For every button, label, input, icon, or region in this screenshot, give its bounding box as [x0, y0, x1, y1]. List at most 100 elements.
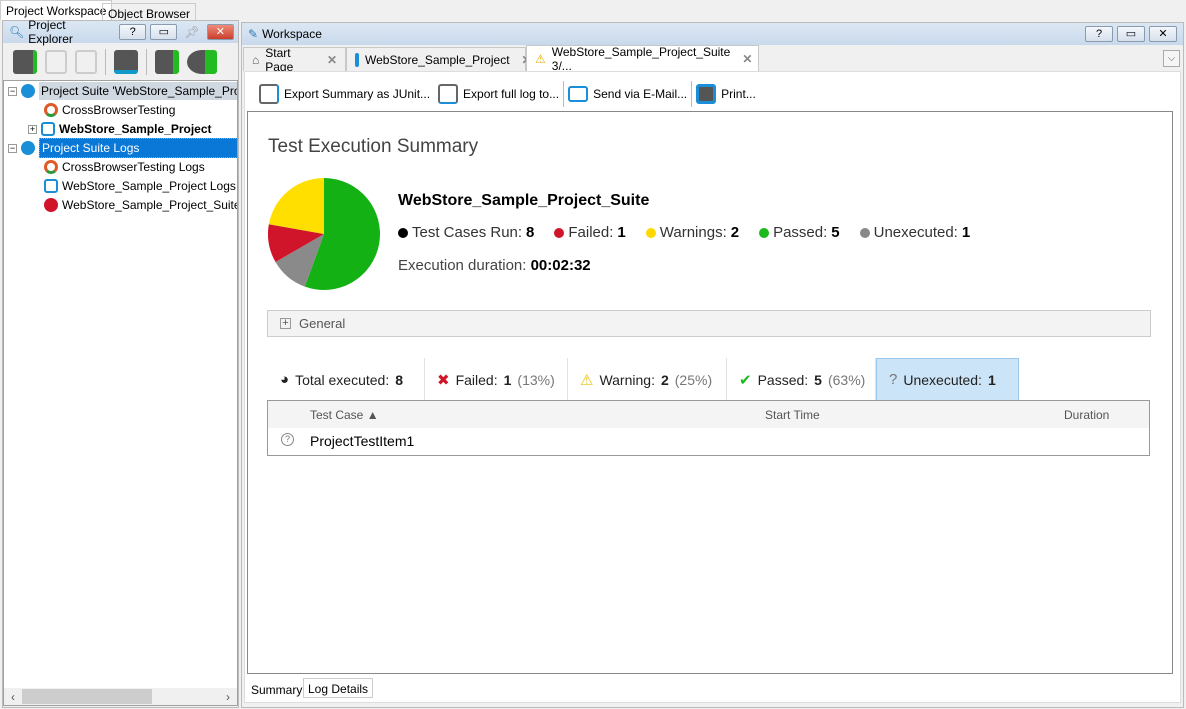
column-start-time[interactable]: Start Time — [765, 408, 820, 422]
home-icon: ⌂ — [252, 52, 260, 67]
crossbrowser-log-icon — [44, 160, 58, 174]
filter-value: 2 — [660, 371, 669, 388]
unexecuted-icon: ? — [889, 371, 898, 388]
log-toolbar: Export Summary as JUnit... Export full l… — [255, 80, 760, 108]
filter-tab-totalexecuted[interactable]: ◕ Total executed: 8 — [268, 358, 425, 401]
tree-node-project-suite[interactable]: − Project Suite 'WebStore_Sample_Project — [8, 82, 237, 100]
column-duration[interactable]: Duration — [1064, 408, 1110, 422]
tree-node-project[interactable]: + WebStore_Sample_Project — [28, 122, 212, 136]
stat-value: 1 — [617, 224, 626, 241]
export-icon — [259, 84, 279, 104]
tree-label: CrossBrowserTesting Logs — [62, 160, 205, 174]
unexecuted-icon: ? — [281, 433, 294, 446]
close-tab-icon[interactable]: ✕ — [742, 52, 753, 66]
export-junit-button[interactable]: Export Summary as JUnit... — [255, 80, 434, 108]
stat-value: 8 — [526, 224, 535, 241]
tree-node-project-logs[interactable]: WebStore_Sample_Project Logs — [44, 177, 236, 195]
add-existing-icon[interactable] — [75, 50, 97, 74]
button-label: Send via E-Mail... — [593, 87, 688, 101]
tab-start-page[interactable]: ⌂ Start Page ✕ — [243, 46, 346, 74]
run-project-icon[interactable] — [155, 50, 179, 74]
properties-icon[interactable] — [114, 50, 138, 74]
tab-label: WebStore_Sample_Project — [365, 52, 510, 67]
horizontal-scrollbar[interactable]: ‹ › — [4, 688, 237, 705]
general-section[interactable]: + General — [267, 310, 1151, 337]
send-email-button[interactable]: Send via E-Mail... — [564, 80, 691, 108]
add-project-icon[interactable] — [13, 50, 37, 74]
stat-item: Failed: 1 — [554, 224, 626, 241]
explorer-title: Project Explorer — [28, 18, 73, 46]
filter-value: 1 — [987, 371, 996, 388]
close-button[interactable]: ✕ — [1149, 26, 1177, 42]
filter-label: Total executed: — [295, 371, 390, 388]
pie-slice-failed — [268, 224, 324, 262]
stat-dot-icon — [554, 227, 565, 238]
tab-summary[interactable]: Summary — [245, 678, 302, 699]
print-button[interactable]: Print... — [692, 80, 760, 108]
workspace-panel: ✎ Workspace ? ▭ ✕ — [241, 22, 1184, 708]
filter-tab-unexecuted[interactable]: ? Unexecuted: 1 — [876, 358, 1019, 401]
restore-button[interactable]: ▭ — [1117, 26, 1145, 42]
tab-project-workspace[interactable]: Project Workspace — [0, 0, 113, 20]
project-tree: − Project Suite 'WebStore_Sample_Project … — [3, 80, 238, 706]
pie-slice-passed — [304, 178, 380, 290]
scrollbar-thumb[interactable] — [22, 689, 152, 704]
stat-dot-icon — [398, 227, 408, 238]
tree-label: WebStore_Sample_Project Logs — [62, 179, 236, 193]
filter-tab-warning[interactable]: ⚠ Warning: 2 (25%) — [568, 358, 727, 401]
project-log-icon — [44, 179, 58, 193]
duration-value: 00:02:32 — [530, 257, 591, 274]
help-button[interactable]: ? — [1085, 26, 1113, 42]
button-label: Export full log to... — [463, 87, 560, 101]
table-header: Test Case ▲ Start Time Duration — [268, 401, 1149, 428]
export-log-button[interactable]: Export full log to... — [434, 80, 563, 108]
tree-node-crossbrowser[interactable]: CrossBrowserTesting — [44, 101, 175, 119]
table-row[interactable]: ? ProjectTestItem1 — [268, 428, 1149, 455]
tab-label: WebStore_Sample_Project_Suite 3/... — [551, 45, 731, 73]
button-label: Print... — [721, 87, 756, 101]
filter-label: Failed: — [455, 371, 498, 388]
close-button[interactable]: ✕ — [206, 24, 235, 40]
scroll-right-icon[interactable]: › — [226, 689, 230, 704]
run-suite-icon[interactable] — [187, 50, 217, 74]
tabs-dropdown-button[interactable]: ⌵ — [1163, 50, 1180, 67]
tab-log-details[interactable]: Log Details — [303, 678, 374, 698]
pie-slice-warnings — [268, 178, 324, 234]
pie-slice-unexecuted — [275, 234, 324, 287]
suite-name: WebStore_Sample_Project_Suite — [398, 192, 650, 209]
explorer-toolbar — [13, 49, 217, 75]
close-tab-icon[interactable]: ✕ — [326, 52, 337, 67]
failed-log-icon — [44, 198, 58, 212]
filter-percent: (63%) — [827, 371, 866, 388]
tree-node-suite-logs[interactable]: − Project Suite Logs — [8, 138, 237, 158]
project-suite-icon — [21, 84, 35, 98]
tree-label: CrossBrowserTesting — [62, 103, 176, 117]
workspace-title: Workspace — [262, 27, 322, 41]
filter-label: Passed: — [757, 371, 809, 388]
filter-tab-passed[interactable]: ✔ Passed: 5 (63%) — [727, 358, 876, 401]
new-item-icon[interactable] — [45, 50, 67, 74]
tree-node-suite-log[interactable]: WebStore_Sample_Project_Suite 3/2 — [44, 196, 237, 214]
tab-project[interactable]: WebStore_Sample_Project✕ — [346, 47, 532, 71]
tab-object-browser[interactable]: Object Browser — [102, 3, 197, 23]
failed-icon: ✖ — [437, 371, 450, 389]
tree-node-crossbrowser-logs[interactable]: CrossBrowserTesting Logs — [44, 158, 205, 176]
tab-suite-log[interactable]: ⚠ WebStore_Sample_Project_Suite 3/... ✕ — [526, 45, 759, 73]
summary-stats: Test Cases Run: 8 Failed: 1 Warnings: 2 Passed… — [398, 224, 970, 241]
stat-value: 1 — [961, 224, 971, 241]
scroll-left-icon[interactable]: ‹ — [11, 689, 15, 704]
filter-value: 5 — [814, 371, 822, 388]
stat-value: 2 — [730, 224, 740, 241]
help-button[interactable]: ? — [119, 24, 147, 40]
stat-dot-icon — [859, 227, 870, 238]
expand-icon[interactable]: + — [280, 318, 291, 329]
printer-icon — [696, 84, 717, 104]
filter-tab-failed[interactable]: ✖ Failed: 1 (13%) — [425, 358, 568, 401]
restore-button[interactable]: ▭ — [150, 24, 178, 40]
pin-icon[interactable]: 📌︎ — [184, 25, 200, 39]
column-test-case[interactable]: Test Case ▲ — [310, 408, 379, 422]
stat-item: Passed: 5 — [759, 224, 840, 241]
duration-label: Execution duration: — [398, 257, 527, 274]
stat-label: Passed: — [773, 224, 828, 241]
project-explorer-panel: 🔍︎ Project Explorer ? ▭ 📌︎ ✕ — [2, 18, 239, 708]
